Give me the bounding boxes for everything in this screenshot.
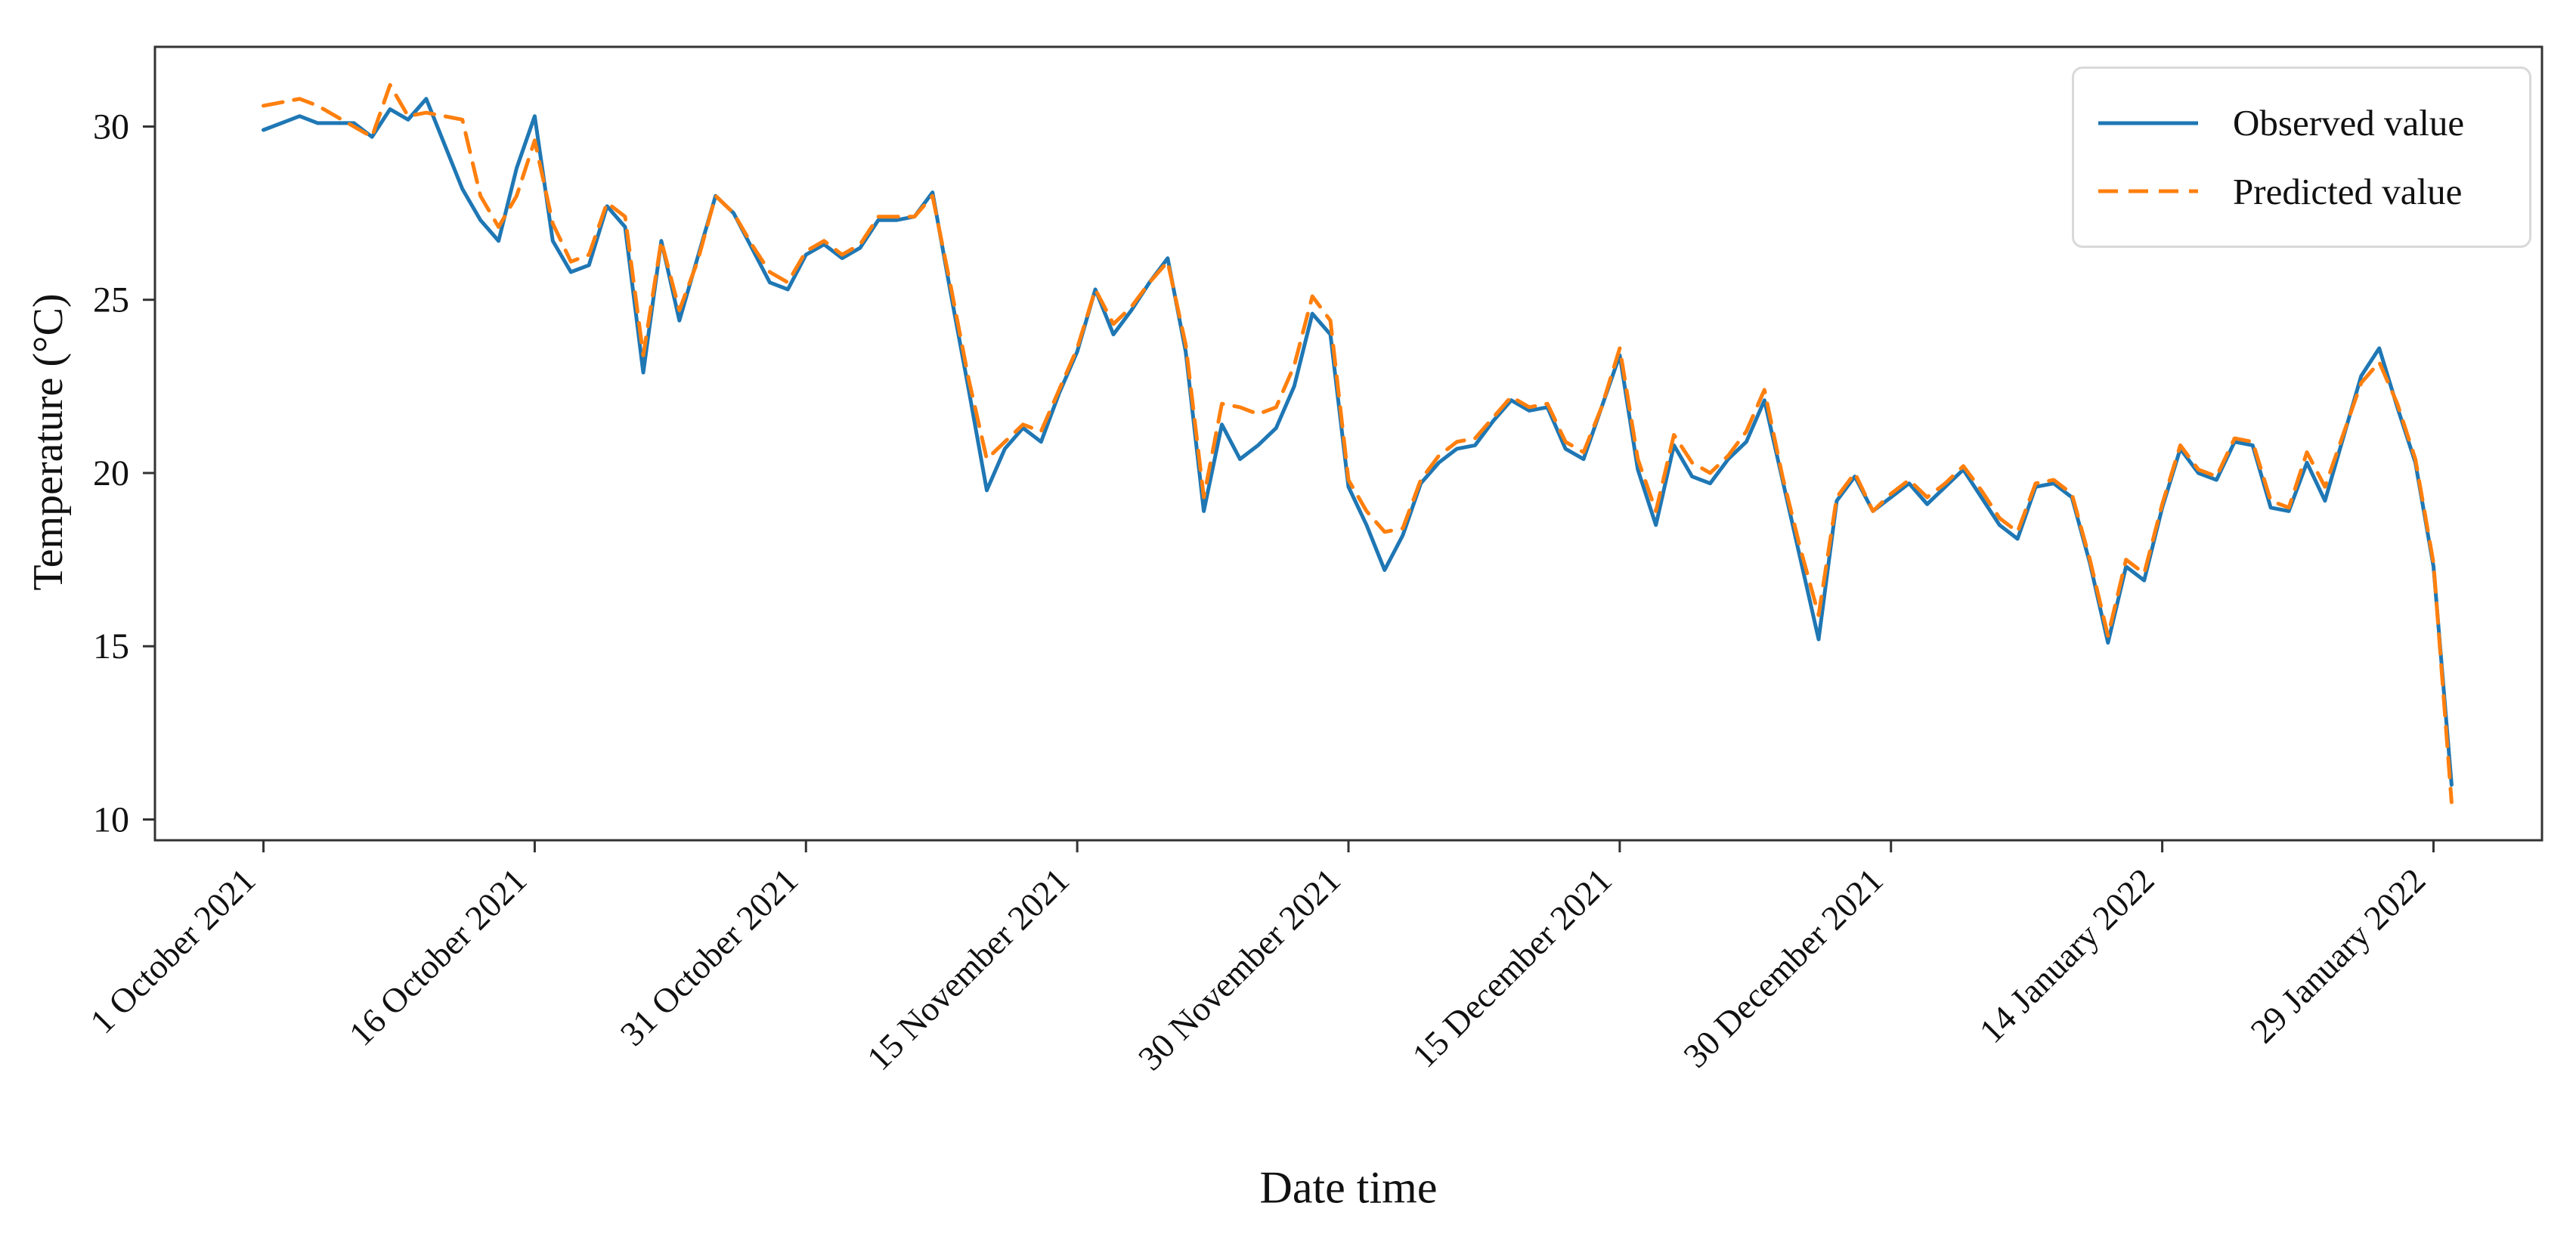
x-tick-label: 30 December 2021 xyxy=(1676,861,1890,1075)
legend-item-predicted: Predicted value xyxy=(2095,170,2508,213)
predicted-line-swatch xyxy=(2098,189,2198,193)
y-tick-label: 15 xyxy=(93,626,129,666)
x-tick-label: 15 December 2021 xyxy=(1404,861,1619,1075)
x-tick-label: 16 October 2021 xyxy=(342,861,534,1053)
legend: Observed value Predicted value xyxy=(2072,66,2531,248)
legend-label-predicted: Predicted value xyxy=(2233,170,2463,212)
y-tick-label: 25 xyxy=(93,280,129,320)
y-tick-label: 30 xyxy=(93,107,129,147)
legend-label-observed: Observed value xyxy=(2233,102,2465,144)
y-axis-label: Temperature (°C) xyxy=(25,293,72,591)
x-tick-label: 15 November 2021 xyxy=(859,861,1076,1078)
x-tick-label: 30 November 2021 xyxy=(1131,861,1348,1078)
x-tick-label: 29 January 2022 xyxy=(2243,861,2432,1050)
observed-line-swatch xyxy=(2098,121,2198,125)
x-tick-label: 14 January 2022 xyxy=(1972,861,2162,1050)
y-tick-label: 20 xyxy=(93,453,129,493)
y-tick-label: 10 xyxy=(93,799,129,840)
x-tick-label: 1 October 2021 xyxy=(82,861,262,1041)
series-predicted-value xyxy=(262,82,2454,805)
x-tick-label: 31 October 2021 xyxy=(613,861,806,1053)
x-axis-label: Date time xyxy=(1259,1162,1438,1213)
legend-item-observed: Observed value xyxy=(2095,101,2508,144)
